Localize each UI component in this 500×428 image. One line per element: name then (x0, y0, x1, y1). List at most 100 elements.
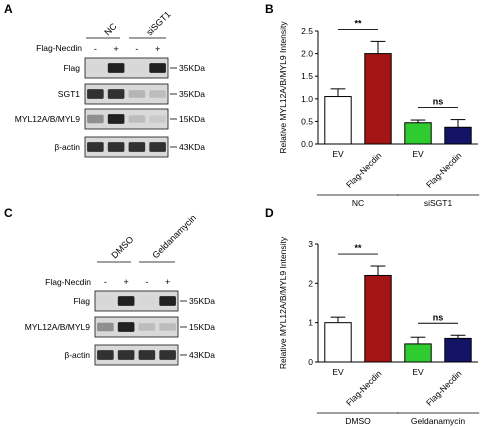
blot-band (87, 142, 104, 152)
blot-band (149, 90, 166, 98)
blot-band (107, 63, 125, 73)
blot-band (97, 322, 114, 332)
blot-row-sgt1: SGT1 35KDa (58, 83, 205, 105)
blot-row-label: MYL12A/B/MYL9 (15, 114, 80, 124)
panel-a-group-label: siSGT1 (144, 9, 172, 37)
x-tick-label: Flag-Necdin (424, 150, 464, 190)
blot-membrane (94, 316, 179, 338)
significance-label: ns (433, 97, 444, 107)
lane-sign: - (104, 277, 107, 287)
lane-sign: + (123, 277, 128, 287)
blot-band (159, 296, 176, 306)
group-label: NC (352, 198, 364, 208)
blot-band (97, 350, 114, 360)
blot-row--actin: β-actin 43KDa (64, 344, 215, 366)
panel-c-group-label: DMSO (109, 234, 135, 260)
panel-a-treatment-label: Flag-Necdin (36, 43, 82, 53)
group-label: Geldanamycin (411, 416, 466, 426)
blot-band (159, 323, 176, 331)
bar (364, 274, 392, 363)
y-tick-label: 1 (308, 318, 313, 328)
blot-row-flag: Flag 35KDa (63, 57, 205, 79)
blot-band (149, 63, 166, 73)
blot-membrane (94, 290, 179, 312)
significance-label: ** (354, 243, 362, 253)
x-tick-label: Flag-Necdin (344, 368, 384, 408)
blot-band (117, 322, 135, 332)
blot-row-myl12a-b-myl9: MYL12A/B/MYL9 15KDa (15, 108, 205, 130)
lane-sign: - (145, 277, 148, 287)
y-tick-label: 3 (308, 239, 313, 249)
panel-c-group-label: Geldanamycin (150, 213, 198, 261)
blot-band (128, 115, 146, 123)
bar (444, 337, 472, 363)
y-axis-label: Relative MYL12A/B/MYL9 Intensity (278, 236, 288, 369)
blot-band (107, 114, 125, 124)
panel-c-treatment-label: Flag-Necdin (45, 277, 91, 287)
panel-a-letter: A (4, 2, 13, 16)
marker-label: 43KDa (179, 142, 205, 152)
x-tick-label: Flag-Necdin (424, 368, 464, 408)
y-tick-label: 0.5 (301, 116, 313, 126)
blot-band (87, 64, 104, 72)
group-label: DMSO (345, 416, 371, 426)
bar (324, 96, 352, 145)
panel-a-lane-signs: - + - + (94, 44, 160, 54)
marker-label: 35KDa (179, 89, 205, 99)
y-tick-label: 2.0 (301, 49, 313, 59)
blot-band (138, 297, 156, 305)
panel-d-letter: D (265, 206, 274, 220)
x-tick-label: EV (332, 367, 344, 377)
blot-band (107, 89, 125, 99)
lane-sign: + (165, 277, 170, 287)
blot-band (138, 323, 156, 331)
marker-label: 35KDa (179, 63, 205, 73)
significance-label: ns (433, 312, 444, 322)
y-tick-label: 2.5 (301, 26, 313, 36)
blot-band (149, 142, 166, 152)
panel-a-group-label: NC (102, 21, 119, 38)
blot-row-label: Flag (73, 296, 90, 306)
marker-label: 35KDa (189, 296, 215, 306)
y-axis-label: Relative MYL12A/B/MYL9 Intensity (278, 21, 288, 154)
panel-c-group-geldanamycin: Geldanamycin (139, 213, 198, 263)
lane-sign: + (155, 44, 160, 54)
marker-label: 43KDa (189, 350, 215, 360)
blot-row-flag: Flag 35KDa (73, 290, 215, 312)
bar (404, 122, 432, 145)
panel-b-letter: B (265, 2, 274, 16)
blot-band (117, 296, 135, 306)
blot-membrane (84, 108, 169, 130)
panel-b: B 0.0 0.5 1.0 1.5 2.0 2.5 Relative MYL12A/B/MY… (265, 2, 480, 208)
blot-membrane (84, 83, 169, 105)
panel-c: C DMSO Geldanamycin Flag-Necdin - + - + Fla… (4, 206, 215, 366)
marker-label: 15KDa (179, 114, 205, 124)
y-tick-label: 2 (308, 278, 313, 288)
blot-band (117, 350, 135, 360)
lane-sign: - (94, 44, 97, 54)
bar (324, 322, 352, 363)
blot-band (128, 142, 146, 152)
panel-a-group-sisgt1: siSGT1 (129, 9, 173, 39)
x-tick-label: EV (332, 149, 344, 159)
y-tick-label: 0.0 (301, 139, 313, 149)
x-tick-label: EV (412, 367, 424, 377)
panel-d: D 0 1 2 3 Relative MYL12A/B/MYL9 Intensity EV… (265, 206, 480, 426)
blot-band (138, 350, 156, 360)
blot-row-label: Flag (63, 63, 80, 73)
blot-row-myl12a-b-myl9: MYL12A/B/MYL9 15KDa (25, 316, 215, 338)
bar (364, 53, 392, 145)
bar (444, 126, 472, 145)
y-tick-label: 1.5 (301, 71, 313, 81)
panel-b-chart: 0.0 0.5 1.0 1.5 2.0 2.5 Relative MYL12A/B/MYL9… (278, 18, 480, 208)
panel-c-blot-rows: Flag 35KDa MYL12A/B/MYL9 15KDa β-actin 43KDa (25, 290, 215, 366)
blot-row-label: β-actin (54, 142, 80, 152)
bar (404, 343, 432, 363)
marker-label: 15KDa (189, 322, 215, 332)
panel-a-group-nc: NC (86, 21, 120, 39)
group-label: siSGT1 (424, 198, 453, 208)
blot-band (149, 115, 166, 123)
panel-c-lane-signs: - + - + (104, 277, 170, 287)
